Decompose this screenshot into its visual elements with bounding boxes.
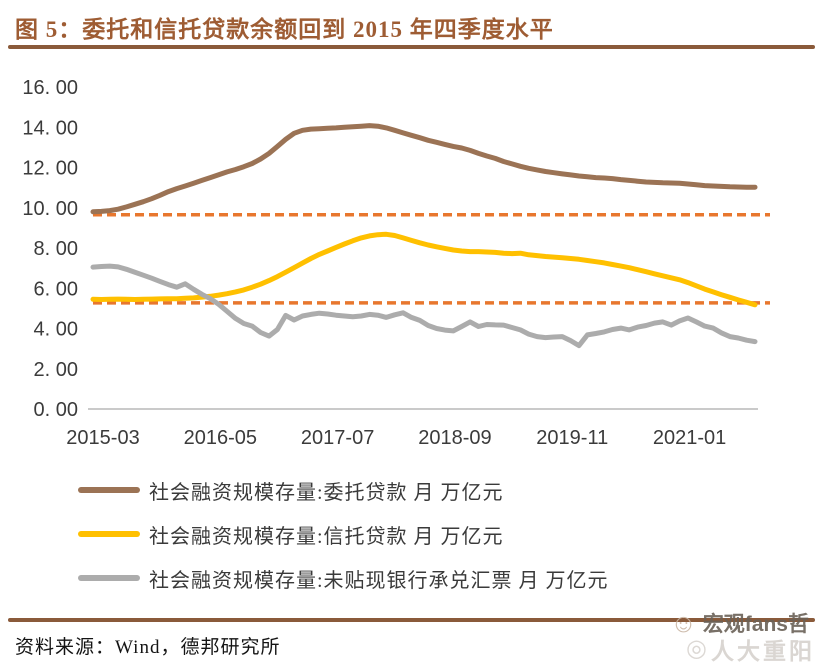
- y-axis-tick-label: 10. 00: [22, 198, 78, 220]
- source-note: 资料来源：Wind，德邦研究所: [15, 637, 281, 658]
- line-chart: 0. 00 2. 00 4. 00 6. 00 8. 00 10. 00 12. 00 14.…: [22, 77, 770, 449]
- y-axis-tick-label: 12. 00: [22, 158, 78, 180]
- y-axis-tick-label: 16. 00: [22, 77, 78, 99]
- x-axis-tick-label: 2021-01: [653, 427, 726, 449]
- watermark: ☺ 宏观fans哲 ◎ 人大重阳: [585, 600, 815, 663]
- y-axis-tick-label: 2. 00: [34, 359, 78, 381]
- footer-divider: [8, 618, 815, 622]
- ring-logo-icon: ◎: [686, 635, 707, 662]
- legend-label: 社会融资规模存量:未贴现银行承兑汇票 月 万亿元: [149, 569, 609, 592]
- legend-swatch-trust-loans-icon: [78, 531, 140, 537]
- y-axis-tick-label: 4. 00: [34, 319, 78, 341]
- watermark-macro-fans: ☺ 宏观fans哲: [670, 608, 809, 638]
- y-axis-tick-label: 0. 00: [34, 399, 78, 421]
- watermark-ruc-chongyang: ◎ 人大重阳: [686, 632, 815, 663]
- legend-swatch-undiscounted-bills-icon: [78, 575, 140, 581]
- title-divider: [8, 45, 815, 49]
- smiley-face-icon: ☺: [670, 608, 697, 638]
- y-axis-tick-label: 8. 00: [34, 238, 78, 260]
- y-axis-tick-label: 14. 00: [22, 117, 78, 139]
- legend-label: 社会融资规模存量:委托贷款 月 万亿元: [149, 481, 504, 504]
- series-line: [90, 263, 758, 349]
- x-axis-tick-label: 2018-09: [418, 427, 491, 449]
- y-axis-tick-label: 6. 00: [34, 278, 78, 300]
- x-axis-tick-label: 2019-11: [536, 427, 608, 449]
- legend-label: 社会融资规模存量:信托贷款 月 万亿元: [149, 525, 504, 548]
- chart-legend: 社会融资规模存量:委托贷款 月 万亿元 社会融资规模存量:信托贷款 月 万亿元 …: [78, 478, 609, 610]
- series-line: [90, 123, 758, 215]
- watermark-text-1: 宏观fans哲: [702, 613, 809, 636]
- x-axis-tick-label: 2015-03: [66, 427, 139, 449]
- series-line: [90, 231, 758, 308]
- figure-title: 图 5：委托和信托贷款余额回到 2015 年四季度水平: [15, 17, 554, 42]
- x-axis-tick-label: 2017-07: [301, 427, 374, 449]
- legend-item-undiscounted-bills: 社会融资规模存量:未贴现银行承兑汇票 月 万亿元: [78, 566, 609, 592]
- watermark-text-2: 人大重阳: [711, 638, 815, 663]
- x-axis-tick-label: 2016-05: [184, 427, 257, 449]
- legend-item-entrusted-loans: 社会融资规模存量:委托贷款 月 万亿元: [78, 478, 609, 504]
- legend-swatch-entrusted-loans-icon: [78, 487, 140, 493]
- legend-item-trust-loans: 社会融资规模存量:信托贷款 月 万亿元: [78, 522, 609, 548]
